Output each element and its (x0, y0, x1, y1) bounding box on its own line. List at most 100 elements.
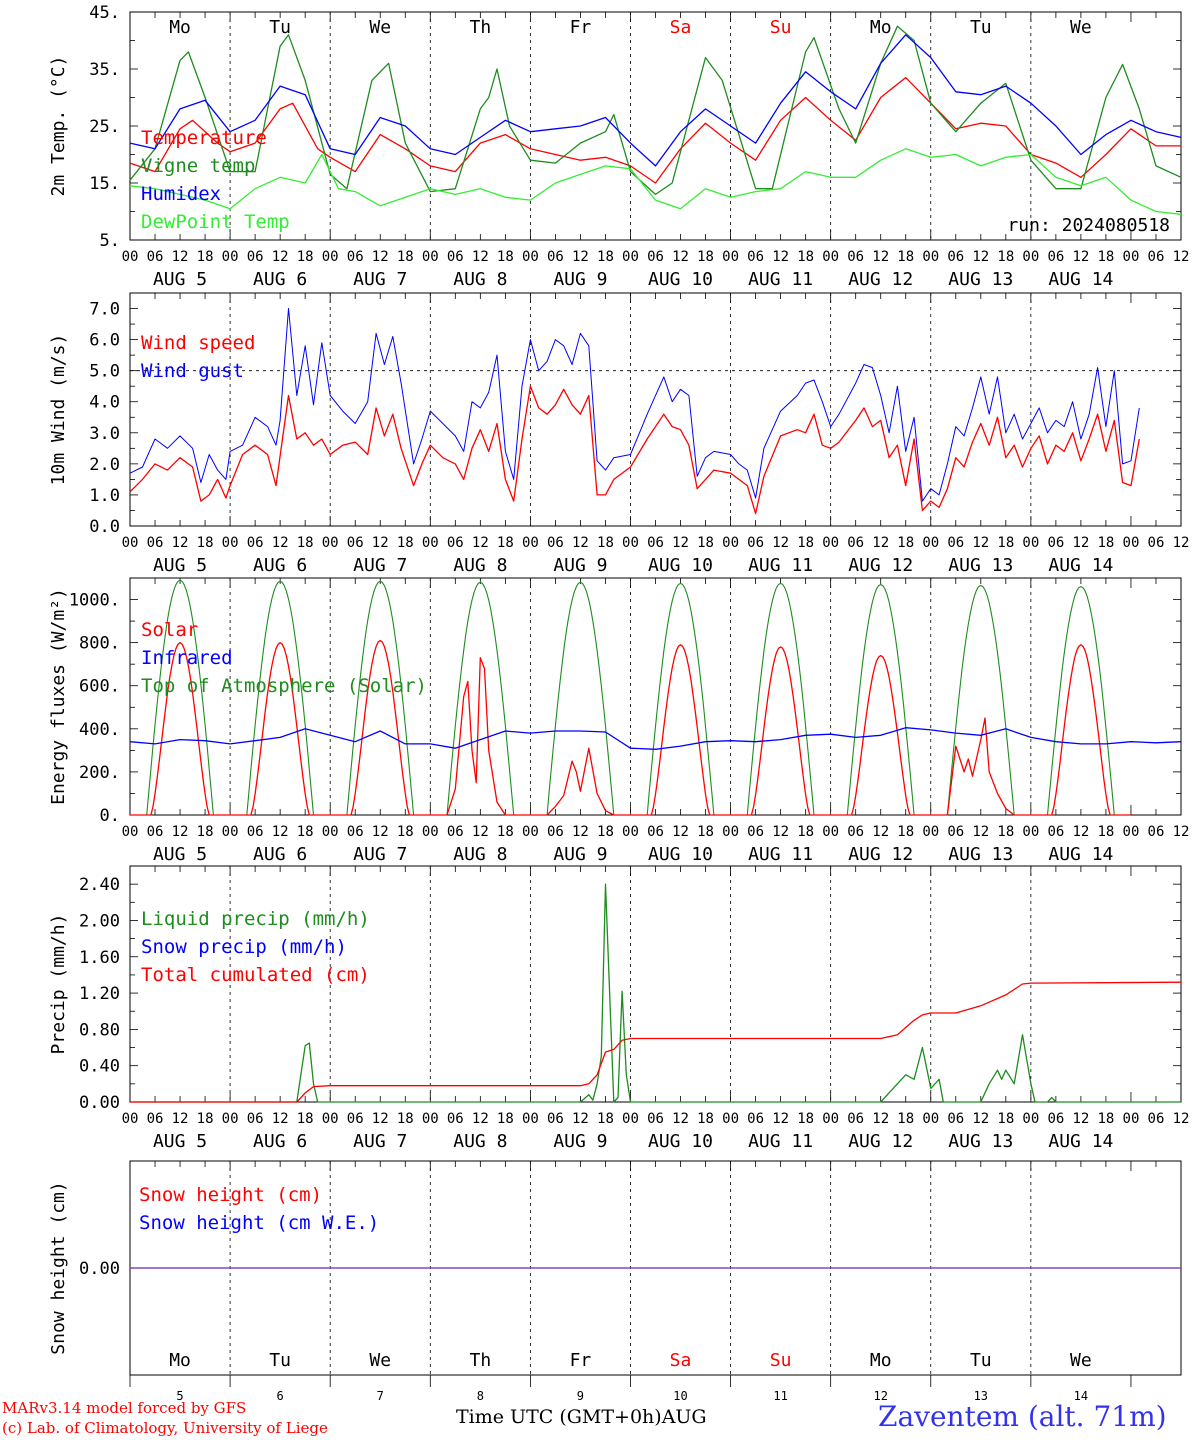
date-label: AUG 8 (453, 555, 507, 576)
hour-tick-label: 06 (1148, 535, 1165, 551)
hour-tick-label: 00 (622, 535, 639, 551)
hour-tick-label: 12 (1072, 824, 1089, 840)
weekday-label: We (1070, 17, 1092, 38)
y-tick-label: 25. (89, 117, 120, 137)
weekday-label: Tu (269, 17, 291, 38)
hour-tick-label: 18 (897, 824, 914, 840)
hour-tick-label: 12 (572, 535, 589, 551)
hour-tick-label: 06 (347, 535, 364, 551)
hour-tick-label: 06 (847, 1111, 864, 1127)
hour-tick-label: 06 (1148, 824, 1165, 840)
day-number-label: 5 (176, 1389, 183, 1403)
legend-entry: Wind gust (141, 360, 244, 382)
hour-tick-label: 06 (547, 1111, 564, 1127)
hour-tick-label: 00 (522, 535, 539, 551)
hour-tick-label: 06 (947, 824, 964, 840)
hour-tick-label: 00 (122, 1111, 139, 1127)
hour-tick-label: 00 (822, 249, 839, 265)
y-tick-label: 0.80 (79, 1020, 120, 1040)
hour-tick-label: 18 (1097, 249, 1114, 265)
hour-tick-label: 18 (197, 1111, 214, 1127)
credit-model: MARv3.14 model forced by GFS (2, 1399, 247, 1417)
weekday-label: Mo (870, 1350, 892, 1371)
legend-entry: Liquid precip (mm/h) (141, 908, 370, 930)
hour-tick-label: 12 (172, 535, 189, 551)
hour-tick-label: 18 (297, 824, 314, 840)
date-label: AUG 8 (453, 269, 507, 290)
legend-entry: DewPoint Temp (141, 211, 290, 233)
hour-tick-label: 06 (447, 1111, 464, 1127)
y-tick-label: 0.00 (79, 1093, 120, 1113)
day-number-label: 14 (1074, 1389, 1088, 1403)
hour-tick-label: 18 (797, 249, 814, 265)
hour-tick-label: 00 (722, 535, 739, 551)
hour-tick-label: 12 (872, 249, 889, 265)
hour-tick-label: 18 (697, 249, 714, 265)
date-label: AUG 6 (253, 1131, 307, 1152)
hour-tick-label: 18 (897, 1111, 914, 1127)
y-axis-label: 10m Wind (m/s) (48, 334, 69, 486)
y-tick-label: 6.0 (89, 331, 120, 351)
weekday-label: We (369, 1350, 391, 1371)
panel-5: 0.00 Snow height (cm) Mo Tu We Th Fr Sa Su Mo Tu We… (48, 1160, 1182, 1376)
hour-tick-label: 06 (747, 249, 764, 265)
hour-tick-label: 12 (472, 249, 489, 265)
hour-tick-label: 18 (397, 824, 414, 840)
y-tick-label: 2.0 (89, 455, 120, 475)
hour-tick-label: 18 (797, 824, 814, 840)
y-tick-label: 35. (89, 60, 120, 80)
hour-tick-label: 12 (272, 824, 289, 840)
hour-tick-label: 00 (922, 1111, 939, 1127)
hour-tick-label: 12 (1173, 249, 1190, 265)
hour-tick-label: 00 (922, 535, 939, 551)
hour-tick-label: 18 (897, 535, 914, 551)
hour-tick-label: 00 (222, 824, 239, 840)
y-tick-label: 4.0 (89, 393, 120, 413)
hour-tick-label: 00 (122, 249, 139, 265)
y-tick-label: 200. (79, 763, 120, 783)
hour-tick-label: 18 (197, 535, 214, 551)
hour-tick-label: 06 (847, 824, 864, 840)
date-label: AUG 7 (353, 844, 407, 865)
date-label: AUG 11 (748, 555, 813, 576)
date-label: AUG 14 (1048, 555, 1113, 576)
hour-tick-label: 06 (447, 249, 464, 265)
hour-tick-label: 06 (347, 249, 364, 265)
y-tick-label: 0. (100, 806, 120, 826)
day-number-label: 7 (377, 1389, 384, 1403)
hour-tick-label: 12 (872, 535, 889, 551)
date-label: AUG 9 (553, 1131, 607, 1152)
weekday-label: Sa (670, 1350, 692, 1371)
hour-tick-label: 12 (972, 535, 989, 551)
hour-tick-label: 18 (997, 535, 1014, 551)
day-number-label: 6 (277, 1389, 284, 1403)
hour-tick-label: 12 (772, 1111, 789, 1127)
legend-entry: Temperature (141, 127, 267, 149)
date-label: AUG 5 (153, 844, 207, 865)
hour-tick-label: 06 (747, 824, 764, 840)
hour-tick-label: 12 (972, 1111, 989, 1127)
hour-tick-label: 00 (622, 249, 639, 265)
hour-tick-label: 06 (947, 249, 964, 265)
hour-tick-label: 00 (322, 1111, 339, 1127)
hour-tick-label: 12 (372, 824, 389, 840)
hour-tick-label: 06 (947, 1111, 964, 1127)
hour-tick-label: 12 (1072, 249, 1089, 265)
credit-lab: (c) Lab. of Climatology, University of L… (2, 1419, 328, 1437)
hour-tick-label: 00 (922, 249, 939, 265)
legend-entry: Snow height (cm) (139, 1184, 322, 1206)
weekday-label: Mo (169, 17, 191, 38)
hour-tick-label: 00 (422, 535, 439, 551)
y-tick-label: 0.00 (79, 1259, 120, 1279)
hour-tick-label: 12 (1173, 535, 1190, 551)
hour-tick-label: 06 (347, 1111, 364, 1127)
weekday-label: Tu (269, 1350, 291, 1371)
hour-tick-label: 12 (1072, 535, 1089, 551)
hour-tick-label: 00 (322, 535, 339, 551)
time-axis-text: Time UTC (GMT+0h) (456, 1406, 662, 1428)
weekday-label: Fr (570, 1350, 592, 1371)
date-label: AUG 13 (948, 555, 1013, 576)
hour-tick-label: 00 (1123, 824, 1140, 840)
station-name: Zaventem (alt. 71m) (878, 1400, 1167, 1433)
hour-tick-label: 00 (122, 824, 139, 840)
